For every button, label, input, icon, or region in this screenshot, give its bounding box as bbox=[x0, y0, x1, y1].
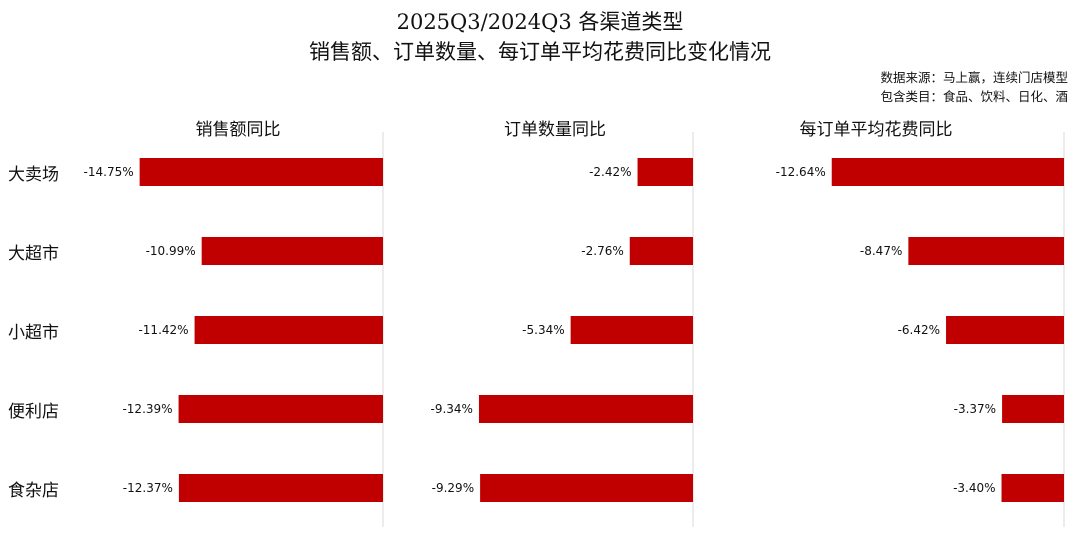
chart-title-line1: 2025Q3/2024Q3 各渠道类型 bbox=[396, 10, 684, 34]
category-label: 便利店 bbox=[8, 402, 59, 422]
category-label: 食杂店 bbox=[8, 481, 59, 501]
category-label: 大超市 bbox=[8, 244, 59, 264]
source-note: 数据来源：马上赢，连续门店模型 bbox=[880, 70, 1068, 85]
data-label: -3.37% bbox=[954, 402, 996, 416]
data-label: -11.42% bbox=[138, 323, 188, 337]
data-label: -10.99% bbox=[146, 244, 196, 258]
data-label: -2.42% bbox=[589, 165, 631, 179]
bar bbox=[194, 316, 383, 344]
bar bbox=[831, 158, 1064, 186]
data-label: -14.75% bbox=[84, 165, 134, 179]
data-label: -2.76% bbox=[581, 244, 623, 258]
category-label: 小超市 bbox=[8, 323, 59, 343]
data-label: -12.64% bbox=[776, 165, 826, 179]
bar bbox=[178, 395, 383, 423]
data-label: -9.29% bbox=[432, 481, 474, 495]
data-label: -3.40% bbox=[953, 481, 995, 495]
data-label: -6.42% bbox=[898, 323, 940, 337]
bar bbox=[637, 158, 693, 186]
bar bbox=[139, 158, 383, 186]
bar bbox=[1001, 474, 1064, 502]
bar bbox=[478, 395, 693, 423]
panel-title-avg-spend: 每订单平均花费同比 bbox=[799, 120, 953, 140]
data-label: -5.34% bbox=[522, 323, 564, 337]
bar bbox=[946, 316, 1064, 344]
bar bbox=[178, 474, 383, 502]
panel-title-sales: 销售额同比 bbox=[195, 120, 281, 140]
chart-title-line2: 销售额、订单数量、每订单平均花费同比变化情况 bbox=[309, 40, 771, 64]
bar bbox=[570, 316, 693, 344]
data-label: -12.39% bbox=[122, 402, 172, 416]
data-label: -9.34% bbox=[431, 402, 473, 416]
panel-title-orders: 订单数量同比 bbox=[504, 120, 606, 140]
bar bbox=[1002, 395, 1064, 423]
category-label: 大卖场 bbox=[8, 165, 59, 185]
bar bbox=[908, 237, 1064, 265]
bar bbox=[201, 237, 383, 265]
bar bbox=[480, 474, 693, 502]
data-label: -8.47% bbox=[860, 244, 902, 258]
bar bbox=[629, 237, 693, 265]
category-note: 包含类目：食品、饮料、日化、酒 bbox=[880, 89, 1068, 104]
data-label: -12.37% bbox=[123, 481, 173, 495]
